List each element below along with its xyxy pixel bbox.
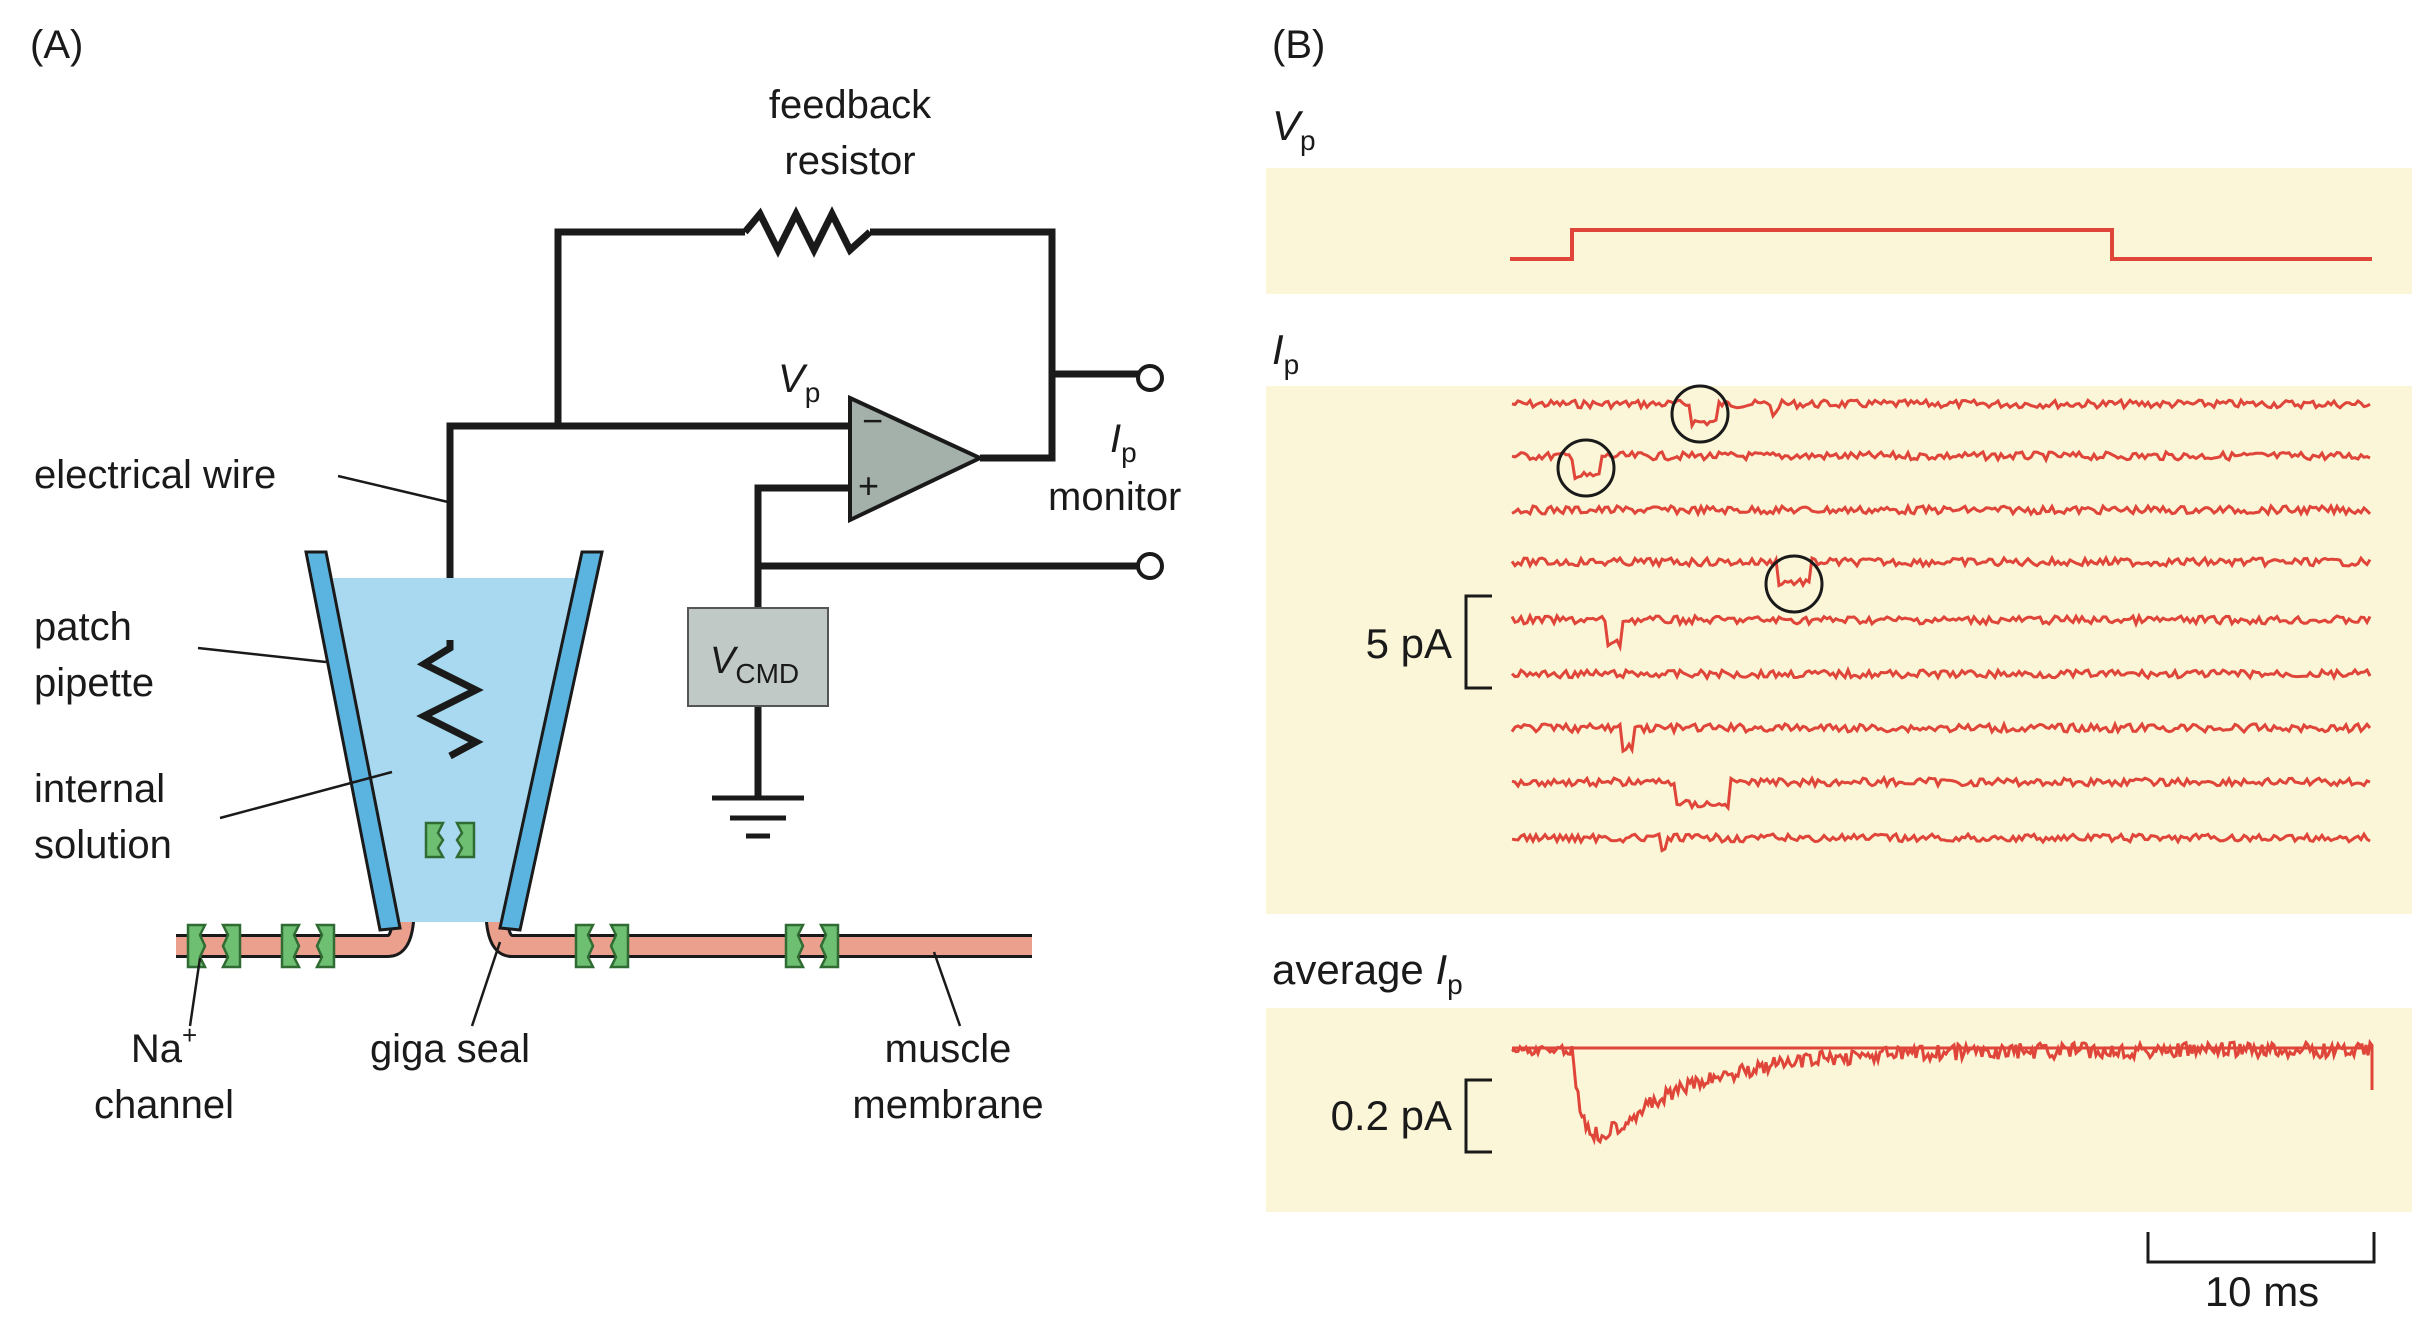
opening-circle-2 (1556, 438, 1616, 498)
ip-label-b: Ip (1272, 326, 1299, 380)
opening-circle-1 (1670, 384, 1730, 444)
patch-pipette-label-1: patch (34, 605, 132, 649)
average-ip-trace (1511, 1038, 2374, 1146)
na-channel-3 (574, 923, 596, 969)
feedback-label-2: resistor (784, 139, 915, 183)
ip-sweeps (1510, 397, 2372, 853)
patch-pipette-label-2: pipette (34, 661, 154, 705)
pipette-left-wall (304, 550, 402, 932)
scale-10ms-label: 10 ms (2205, 1268, 2319, 1315)
membrane-label: membrane (852, 1083, 1043, 1127)
na-channel-patch (424, 821, 446, 859)
vp-label-a: Vp (778, 357, 820, 408)
scale-bar-02pa (1464, 1078, 1492, 1154)
electrode-wire (416, 640, 484, 760)
na-channel-1b (220, 923, 242, 969)
op-amp (848, 394, 985, 524)
circuit-wires (446, 228, 1142, 796)
ip-sweep-trace (1511, 449, 2371, 481)
ip-sweep-trace (1510, 665, 2372, 682)
internal-solution-label-2: solution (34, 823, 172, 867)
vcmd-box (687, 607, 829, 707)
ip-sweep-trace (1510, 612, 2372, 653)
ip-monitor-terminal (1136, 364, 1164, 392)
membrane-fill (176, 830, 1032, 955)
scale-bar-10ms (2146, 1232, 2376, 1264)
na-channel-2b (314, 923, 336, 969)
ip-sweep-trace (1511, 831, 2371, 853)
opening-circles (1556, 384, 1824, 614)
feedback-label-1: feedback (769, 83, 932, 127)
ip-panel (1266, 386, 2412, 914)
vp-step-trace (1510, 228, 2372, 261)
vp-label-b: Vp (1272, 102, 1316, 156)
na-channel-label-2: channel (94, 1083, 234, 1127)
ground-symbol (712, 795, 804, 839)
scale-5pa-label: 5 pA (1366, 620, 1452, 667)
ip-label-a: Ip (1110, 417, 1137, 468)
scale-bar-5pa (1464, 594, 1492, 690)
panel-b-label: (B) (1272, 23, 1325, 67)
leader-lines (188, 474, 962, 1027)
ip-sweep-trace (1510, 554, 2372, 589)
opening-circle-3 (1764, 554, 1824, 614)
panel-a-label: (A) (30, 23, 83, 67)
giga-seal-label: giga seal (370, 1027, 530, 1071)
average-trace (1511, 1038, 2374, 1146)
internal-solution-label-1: internal (34, 767, 165, 811)
command-terminal (1136, 552, 1164, 580)
ip-sweep-trace (1511, 502, 2372, 518)
na-channel-4b (818, 923, 840, 969)
opamp-minus-sign: − (862, 400, 883, 441)
na-channel-2 (280, 923, 302, 969)
na-channel-patch-b (454, 821, 476, 859)
ip-sweep-trace (1511, 774, 2371, 812)
vcmd-label: VCMD (710, 640, 799, 689)
scale-02pa-label: 0.2 pA (1331, 1092, 1452, 1139)
monitor-label: monitor (1048, 475, 1181, 519)
na-channels (186, 821, 840, 969)
na-channel-3b (608, 923, 630, 969)
na-channel-4 (784, 923, 806, 969)
pipette-right-wall (498, 550, 604, 932)
ip-sweep-trace (1510, 720, 2372, 755)
opamp-plus-sign: + (858, 465, 879, 506)
ip-sweep-trace (1511, 397, 2371, 430)
na-channel-label: Na+ (131, 1020, 197, 1071)
na-channel-1 (186, 923, 208, 969)
electrical-wire-label: electrical wire (34, 453, 276, 497)
muscle-membrane (176, 827, 1032, 958)
average-ip-label: average Ip (1272, 946, 1463, 1000)
average-panel (1266, 1008, 2412, 1212)
feedback-resistor (742, 206, 873, 258)
muscle-label: muscle (885, 1027, 1012, 1071)
